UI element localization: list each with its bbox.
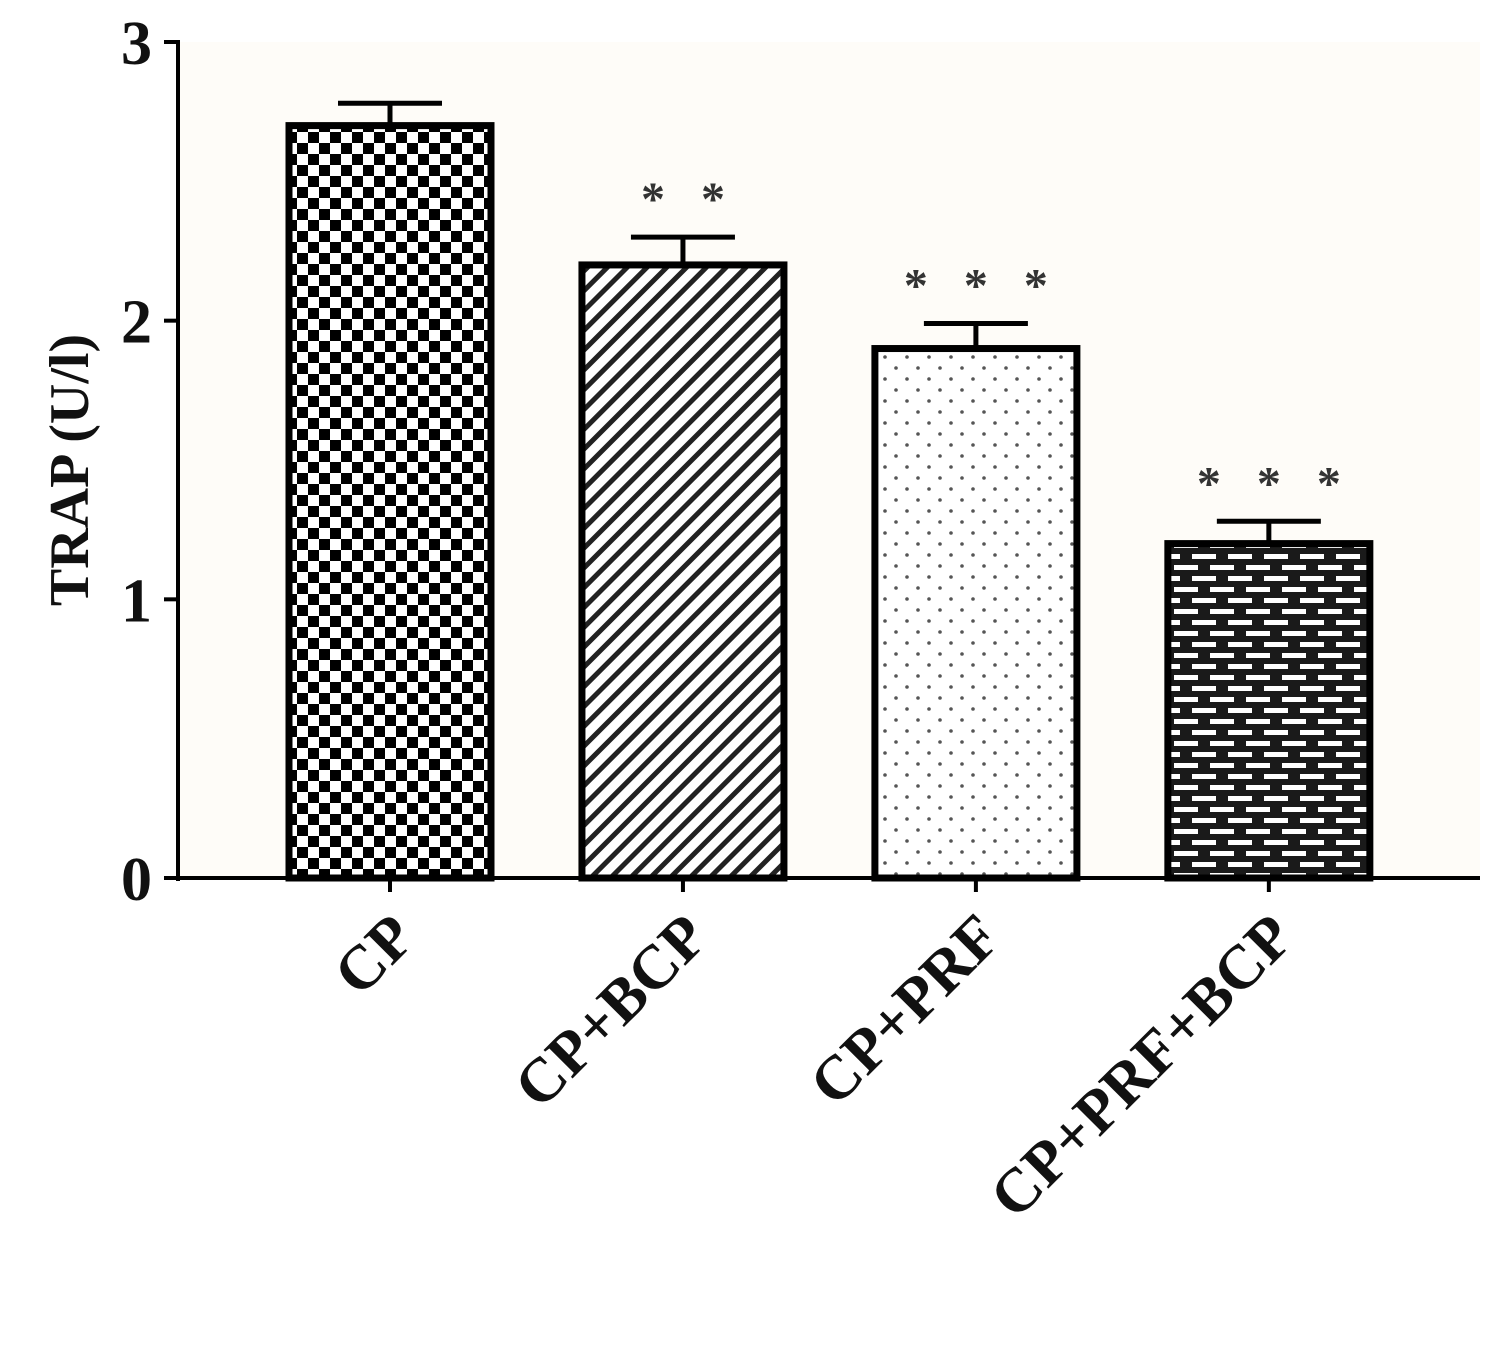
bar-group-3: * * * [1164, 457, 1374, 882]
bar-0 [285, 122, 495, 882]
x-category-label-1: CP+BCP [502, 902, 721, 1121]
significance-label-2: * * * [904, 259, 1060, 312]
bar-3 [1164, 540, 1374, 882]
significance-label-3: * * * [1197, 457, 1353, 510]
x-category-label-0: CP [321, 902, 428, 1009]
y-tick-label-1: 1 [121, 567, 152, 635]
y-tick-label-3: 3 [121, 10, 152, 78]
y-axis: 0 1 2 3 [121, 10, 180, 914]
y-tick-label-2: 2 [121, 289, 152, 357]
y-tick-label-0: 0 [121, 846, 152, 914]
bar-2 [871, 345, 1081, 882]
significance-label-1: * * [641, 173, 737, 226]
bar-group-0 [285, 100, 495, 882]
bar-group-2: * * * [871, 259, 1081, 882]
bars: * * * * * * * * [285, 100, 1374, 882]
x-category-label-3: CP+PRF+BCP [977, 902, 1306, 1231]
bar-group-1: * * [578, 173, 788, 882]
x-category-label-2: CP+PRF [797, 902, 1014, 1119]
bar-1 [578, 261, 788, 882]
y-axis-label: TRAP (U/l) [39, 334, 101, 606]
